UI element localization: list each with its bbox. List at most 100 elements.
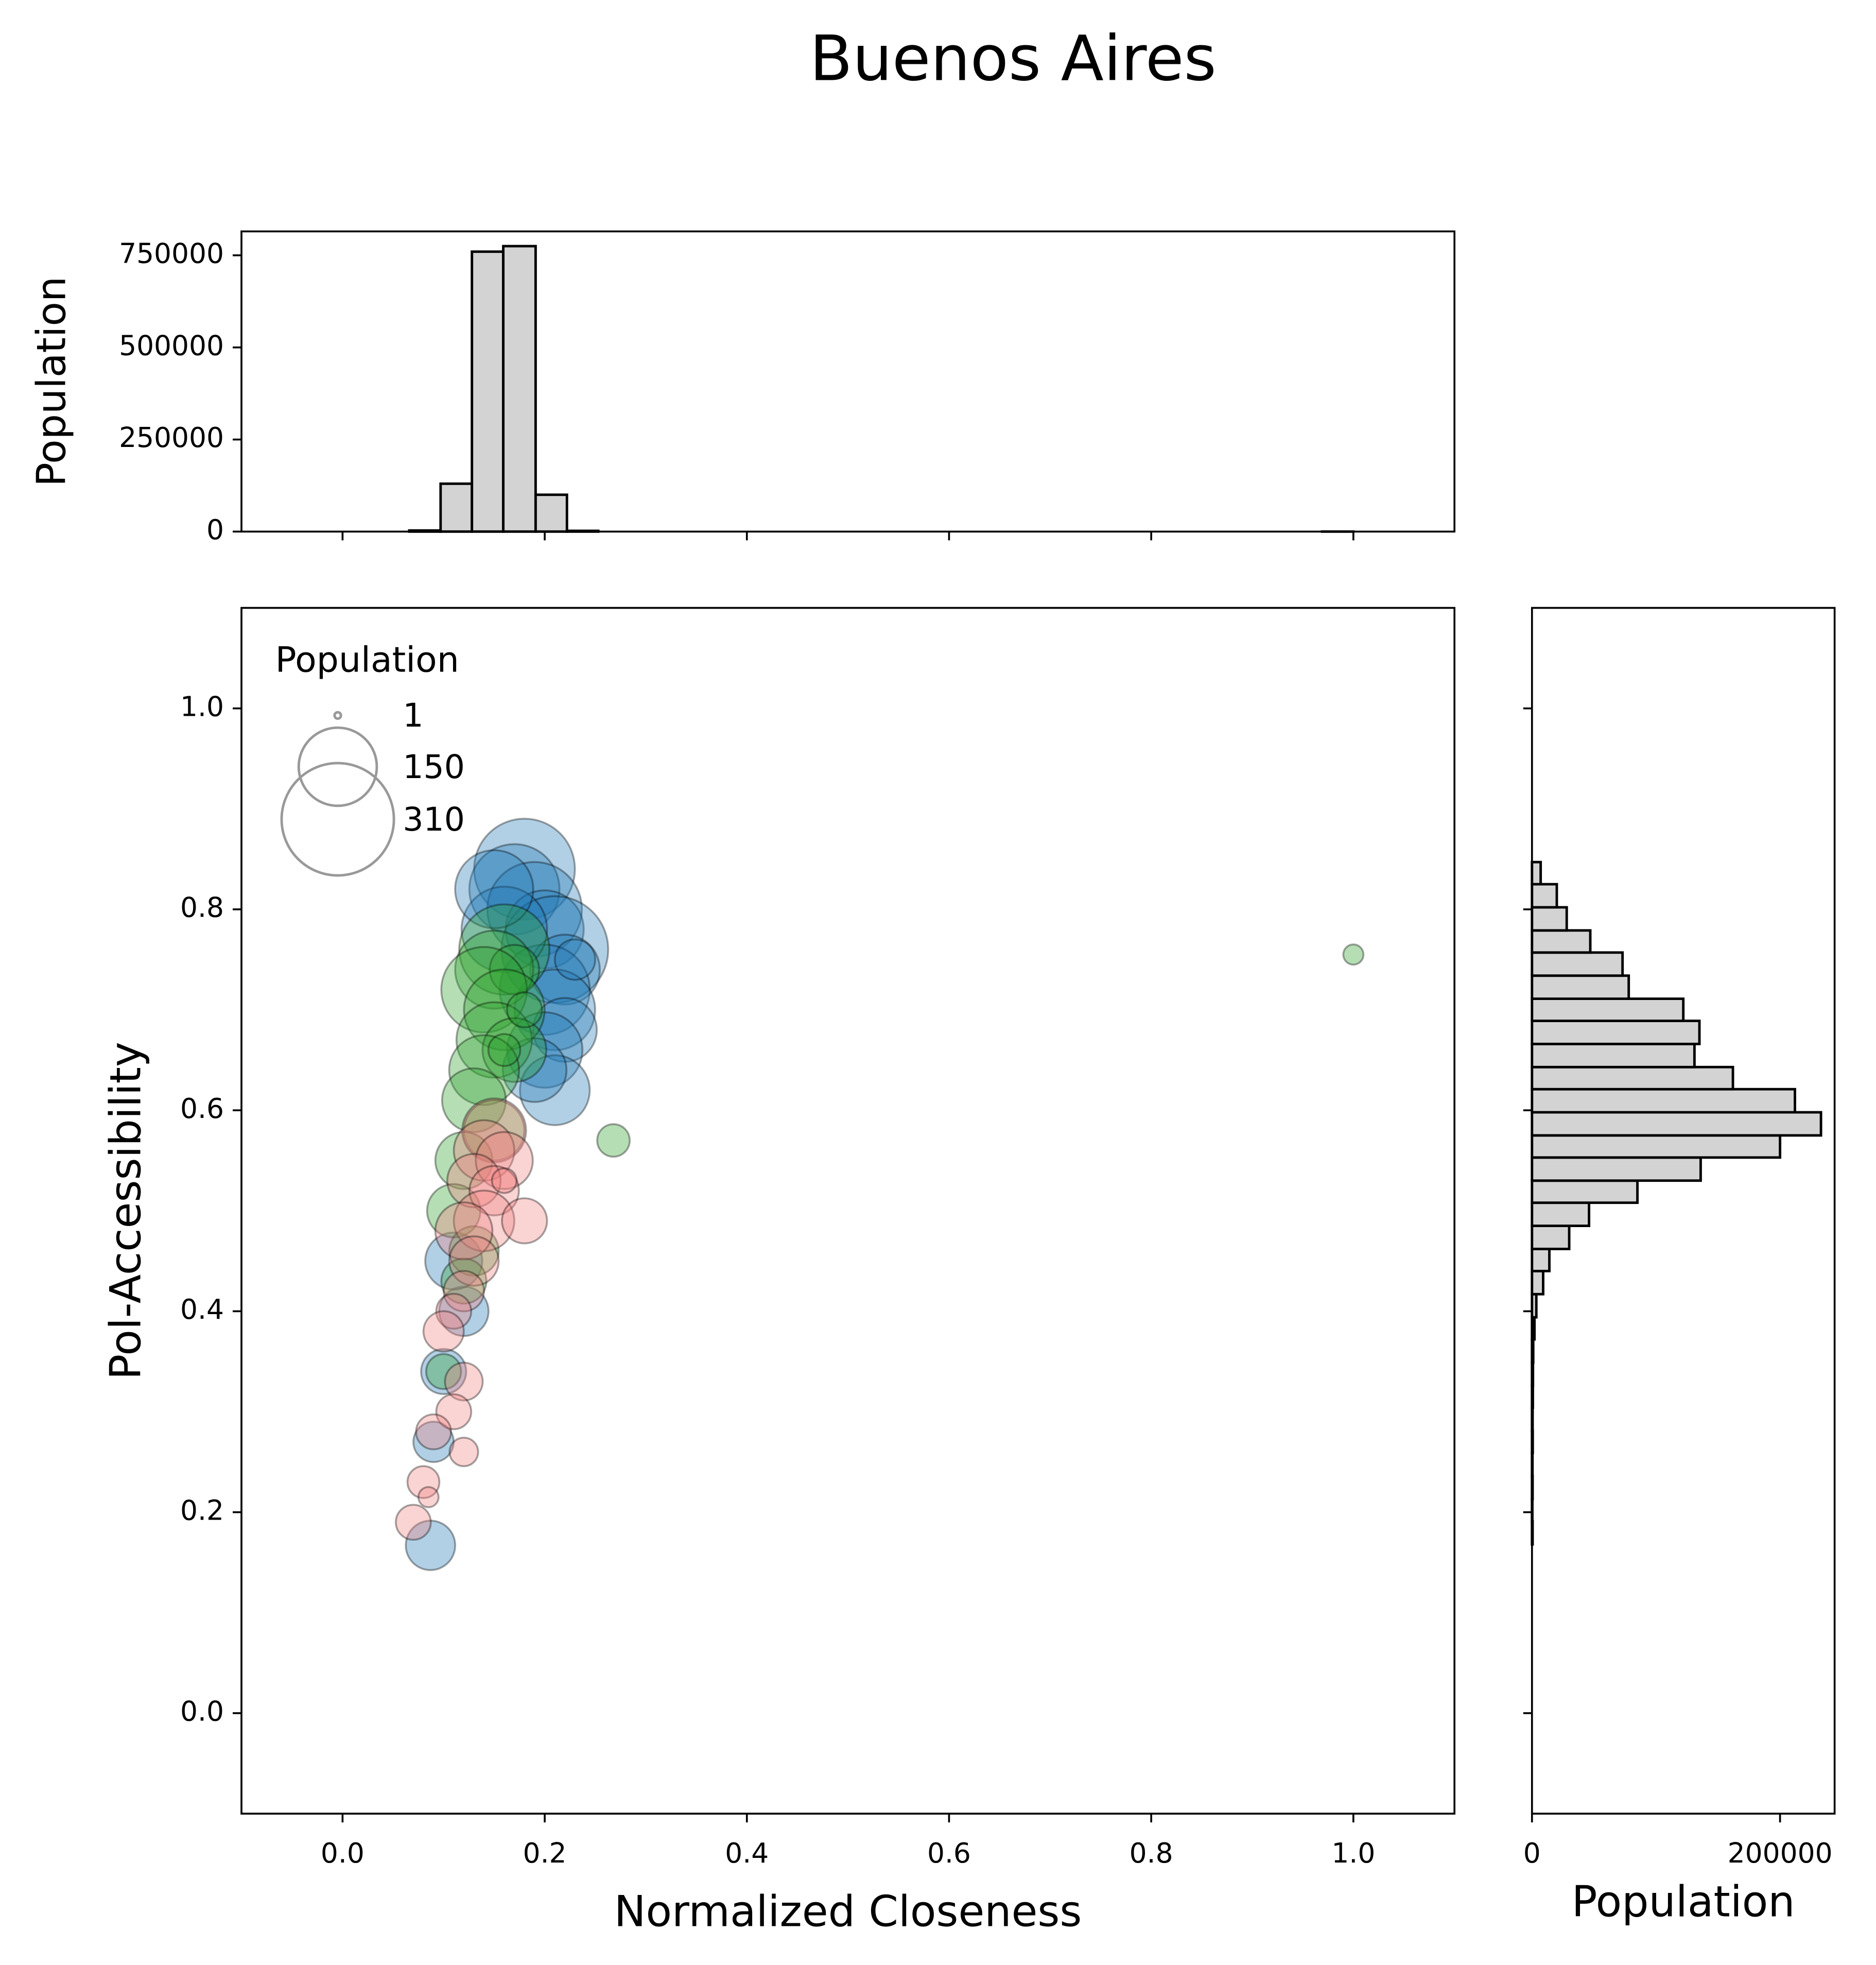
legend-label: 1	[403, 696, 423, 734]
bubble	[596, 1123, 631, 1158]
bubble	[422, 1310, 465, 1353]
hist-bar	[1531, 1156, 1702, 1182]
legend-label: 150	[403, 748, 465, 786]
x-tick-label: 0.8	[1130, 1837, 1173, 1869]
top-hist-y-label: Population	[29, 277, 75, 487]
bubble	[438, 1285, 490, 1337]
x-tick-label: 200000	[1728, 1837, 1833, 1869]
bubble	[506, 1011, 584, 1089]
bubble	[553, 938, 596, 981]
plot-frame	[1531, 607, 1836, 1815]
bubble	[417, 1486, 440, 1508]
hist-bar	[1531, 951, 1624, 977]
hist-bar	[1531, 1269, 1544, 1296]
y-tick-label: 0.4	[180, 1293, 224, 1325]
bubble	[420, 1348, 467, 1395]
bubble	[468, 843, 561, 936]
bubble	[415, 1413, 452, 1451]
y-tick-label: 750000	[119, 237, 224, 270]
bubble	[448, 1235, 500, 1287]
bubble	[434, 1201, 494, 1261]
bubble	[426, 1183, 482, 1238]
bubble	[441, 1067, 507, 1133]
y-axis-label: Pol-Accessibility	[101, 1042, 150, 1380]
hist-bar	[439, 482, 474, 533]
bubble	[444, 1361, 484, 1402]
bubble	[405, 1520, 457, 1571]
bubble	[491, 1167, 518, 1194]
bubble	[486, 861, 583, 958]
y-tick-label: 0.6	[180, 1092, 224, 1125]
hist-bar	[1531, 1248, 1551, 1272]
hist-bar	[1531, 906, 1568, 932]
x-axis-label: Normalized Closeness	[614, 1887, 1082, 1937]
y-tick-label: 500000	[119, 329, 224, 361]
bubble	[458, 903, 550, 996]
hist-bar	[534, 493, 568, 533]
legend-label: 310	[403, 800, 465, 838]
y-tick-label: 0.0	[180, 1695, 224, 1728]
bubble	[1342, 943, 1365, 966]
bubble	[506, 991, 543, 1028]
bubble	[424, 1231, 483, 1291]
y-tick-label: 0	[206, 513, 224, 546]
bubble	[505, 889, 585, 970]
bubble	[454, 849, 534, 929]
x-tick-label: 1.0	[1331, 1837, 1375, 1869]
bubble	[425, 1353, 462, 1390]
plot-frame	[240, 607, 1456, 1815]
bubble	[529, 934, 601, 1006]
hist-bar	[1531, 1179, 1639, 1204]
bubble	[454, 929, 534, 1010]
bubble	[453, 1119, 515, 1182]
bubble	[448, 1437, 479, 1468]
hist-bar	[1531, 1065, 1734, 1091]
hist-bar	[1531, 1088, 1796, 1114]
bubble	[463, 968, 546, 1052]
hist-bar	[1531, 929, 1592, 954]
hist-bar	[1531, 1201, 1591, 1227]
bubble	[412, 1421, 455, 1463]
hist-bar	[1531, 997, 1685, 1022]
y-tick-label: 0.2	[180, 1494, 224, 1526]
hist-bar	[1531, 1020, 1701, 1045]
y-tick-label: 0.8	[180, 891, 224, 924]
bubble	[406, 1465, 441, 1499]
bubble	[446, 1153, 502, 1209]
hist-bar	[502, 245, 537, 533]
x-tick-label: 0.0	[321, 1837, 364, 1869]
y-tick-label: 250000	[119, 421, 224, 454]
bubble	[501, 1037, 568, 1103]
legend-marker	[297, 726, 378, 807]
hist-bar	[1531, 883, 1558, 909]
bubble	[481, 1017, 547, 1083]
bubble	[498, 943, 591, 1036]
hist-bar	[1531, 1225, 1571, 1250]
right-hist-x-label: Population	[1572, 1877, 1795, 1926]
hist-bar	[1531, 860, 1542, 886]
bubble	[532, 997, 598, 1063]
x-tick-label: 0	[1523, 1837, 1541, 1869]
bubble	[501, 1197, 548, 1245]
hist-bar	[471, 250, 505, 533]
bubble	[489, 944, 540, 995]
bubble	[435, 1292, 473, 1330]
figure-title: Buenos Aires	[810, 22, 1217, 95]
bubble	[461, 1097, 527, 1163]
hist-bar	[1531, 1134, 1782, 1159]
bubble	[500, 895, 610, 1004]
bubble	[519, 1054, 591, 1126]
bubble	[463, 1099, 526, 1162]
hist-bar	[1531, 1111, 1822, 1137]
bubble	[435, 1393, 473, 1430]
hist-bar	[1531, 1042, 1696, 1068]
bubble	[460, 886, 548, 973]
x-tick-label: 0.6	[927, 1837, 971, 1869]
bubble	[440, 946, 528, 1033]
legend-marker	[333, 711, 342, 720]
bubble	[434, 1131, 494, 1190]
bubble	[455, 1001, 533, 1079]
hist-bar	[1531, 974, 1630, 1000]
